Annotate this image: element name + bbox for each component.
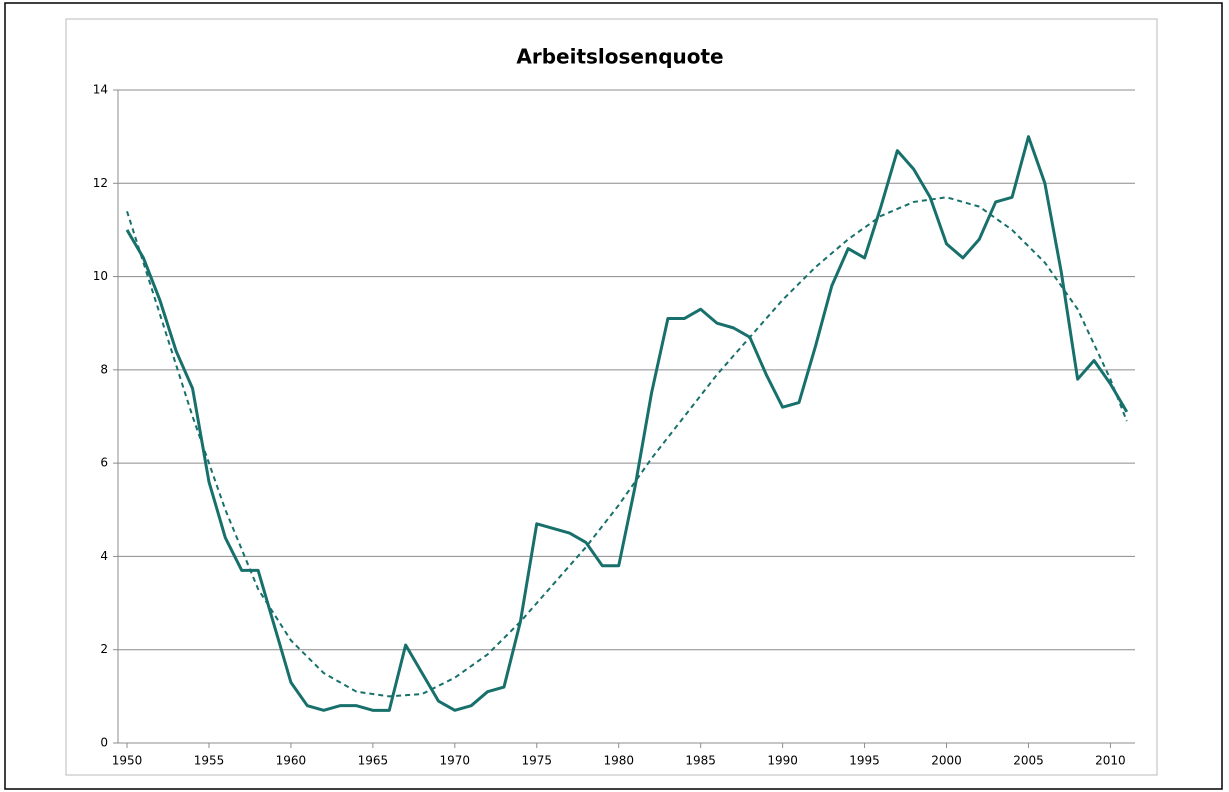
x-tick-label: 1955 xyxy=(194,754,225,768)
y-tick-label: 4 xyxy=(100,549,108,563)
x-tick-label: 1995 xyxy=(849,754,880,768)
y-tick-label: 10 xyxy=(93,269,108,283)
x-tick-label: 1990 xyxy=(767,754,798,768)
x-tick-label: 1975 xyxy=(521,754,552,768)
x-tick-label: 2000 xyxy=(931,754,962,768)
y-tick-label: 8 xyxy=(100,362,108,376)
x-tick-label: 2010 xyxy=(1095,754,1126,768)
x-tick-label: 1985 xyxy=(685,754,716,768)
x-tick-label: 1960 xyxy=(276,754,307,768)
chart-area xyxy=(65,18,1158,776)
trend-line xyxy=(126,196,1128,698)
x-tick-label: 1950 xyxy=(112,754,143,768)
y-tick-label: 2 xyxy=(100,642,108,656)
x-tick-label: 1970 xyxy=(440,754,471,768)
x-tick-label: 1965 xyxy=(358,754,389,768)
x-tick-label: 1980 xyxy=(603,754,634,768)
y-tick-label: 0 xyxy=(100,736,108,750)
y-tick-label: 6 xyxy=(100,456,108,470)
data-line xyxy=(125,135,1129,712)
chart-title: Arbeitslosenquote xyxy=(516,45,723,69)
y-tick-label: 12 xyxy=(93,176,108,190)
y-tick-label: 14 xyxy=(93,83,108,97)
x-tick-label: 2005 xyxy=(1013,754,1044,768)
